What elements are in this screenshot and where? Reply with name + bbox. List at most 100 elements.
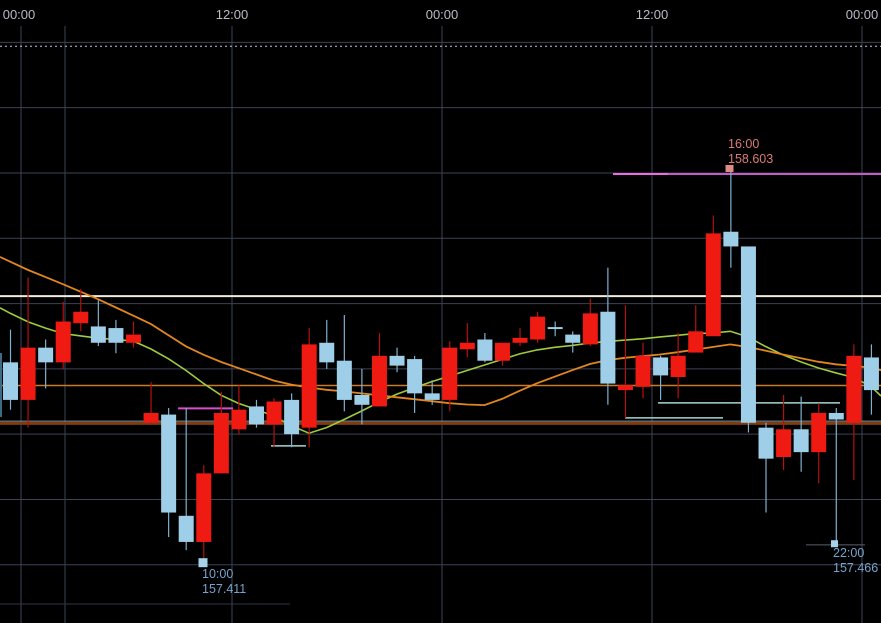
candle[interactable] [547, 321, 563, 337]
candle[interactable] [442, 341, 458, 412]
candle-body [600, 311, 616, 384]
candle-body [125, 334, 141, 343]
candle[interactable] [3, 329, 18, 410]
candle[interactable] [846, 344, 862, 480]
candle[interactable] [319, 319, 335, 369]
candle[interactable] [530, 311, 546, 343]
candle-body [442, 347, 458, 400]
candle[interactable] [459, 323, 475, 358]
candle[interactable] [284, 393, 300, 448]
candle[interactable] [776, 394, 792, 471]
candle[interactable] [231, 385, 247, 435]
candle-body [301, 344, 317, 428]
candle-body [530, 316, 546, 340]
candle[interactable] [20, 277, 36, 428]
candle-body [161, 414, 177, 513]
candle[interactable] [389, 347, 405, 373]
candle-body [582, 313, 598, 345]
time-label-4: 12:00 [635, 7, 669, 22]
candle[interactable] [178, 408, 194, 551]
candle-body [90, 326, 106, 343]
candle-body [108, 328, 124, 343]
candle[interactable] [38, 339, 54, 389]
candle[interactable] [266, 398, 282, 448]
candle-body [371, 355, 387, 407]
candle-body [776, 429, 792, 458]
candle[interactable] [758, 422, 774, 513]
high-annotation-time: 16:00 [728, 137, 760, 151]
partial-candle-fragment [0, 353, 2, 417]
candle[interactable] [125, 321, 141, 348]
candle[interactable] [248, 399, 264, 428]
candle-body [740, 246, 756, 423]
candle-body [494, 342, 510, 361]
candle-body [38, 347, 54, 363]
candle[interactable] [635, 342, 651, 399]
candle-body [231, 409, 247, 430]
candle-body [213, 412, 229, 474]
candle-body [846, 355, 862, 423]
candle-body [266, 401, 282, 425]
candle[interactable] [477, 332, 493, 363]
candle[interactable] [512, 328, 528, 347]
candle[interactable] [863, 344, 879, 415]
low-annotation-1-time: 10:00 [202, 567, 234, 581]
candle-body [336, 360, 352, 400]
candle[interactable] [196, 465, 212, 562]
candle[interactable] [424, 380, 440, 405]
candle-body [705, 233, 721, 337]
candle[interactable] [73, 288, 89, 332]
candle-body [248, 406, 264, 425]
candle[interactable] [143, 381, 159, 425]
candle-body [793, 429, 809, 453]
candle[interactable] [828, 408, 844, 544]
candle-body [143, 412, 159, 423]
candle-body [811, 412, 827, 453]
candle[interactable] [723, 172, 739, 268]
candle-body [354, 394, 370, 405]
candle[interactable] [793, 396, 809, 472]
candle[interactable] [371, 332, 387, 407]
candle[interactable] [705, 215, 721, 337]
candle[interactable] [213, 391, 229, 474]
candle-body [723, 231, 739, 247]
candle-body [617, 385, 633, 391]
candle[interactable] [494, 342, 510, 366]
candle[interactable] [301, 328, 317, 448]
candle-body [459, 342, 475, 350]
low-annotation-1-price: 157.411 [202, 582, 247, 596]
candle[interactable] [354, 368, 370, 425]
candle[interactable] [670, 332, 686, 399]
candle[interactable] [740, 246, 756, 433]
candle[interactable] [90, 300, 106, 347]
candle[interactable] [55, 301, 71, 369]
candle[interactable] [407, 355, 423, 413]
low-marker-2-square [831, 540, 838, 548]
high-marker-square [725, 165, 734, 172]
candle[interactable] [600, 267, 616, 405]
candle-body [635, 355, 651, 387]
candle[interactable] [565, 331, 581, 353]
grid [0, 26, 881, 623]
candle[interactable] [582, 298, 598, 347]
candle-body [547, 327, 563, 330]
low-annotation-2-time: 22:00 [833, 546, 865, 560]
candle[interactable] [653, 355, 669, 400]
candle[interactable] [617, 305, 633, 418]
candle-body [20, 347, 36, 400]
candle-body [512, 337, 528, 343]
candle[interactable] [161, 408, 177, 538]
candle-body [424, 393, 440, 400]
candle-body [407, 359, 423, 394]
candle-body [3, 362, 18, 400]
candle[interactable] [336, 315, 352, 412]
candle[interactable] [688, 305, 704, 353]
candle[interactable] [108, 319, 124, 354]
high-annotation: 16:00 158.603 [728, 137, 773, 167]
candle[interactable] [811, 403, 827, 484]
ma-slow-line [0, 256, 881, 407]
level-lines [0, 45, 881, 605]
candle-body [670, 355, 686, 378]
